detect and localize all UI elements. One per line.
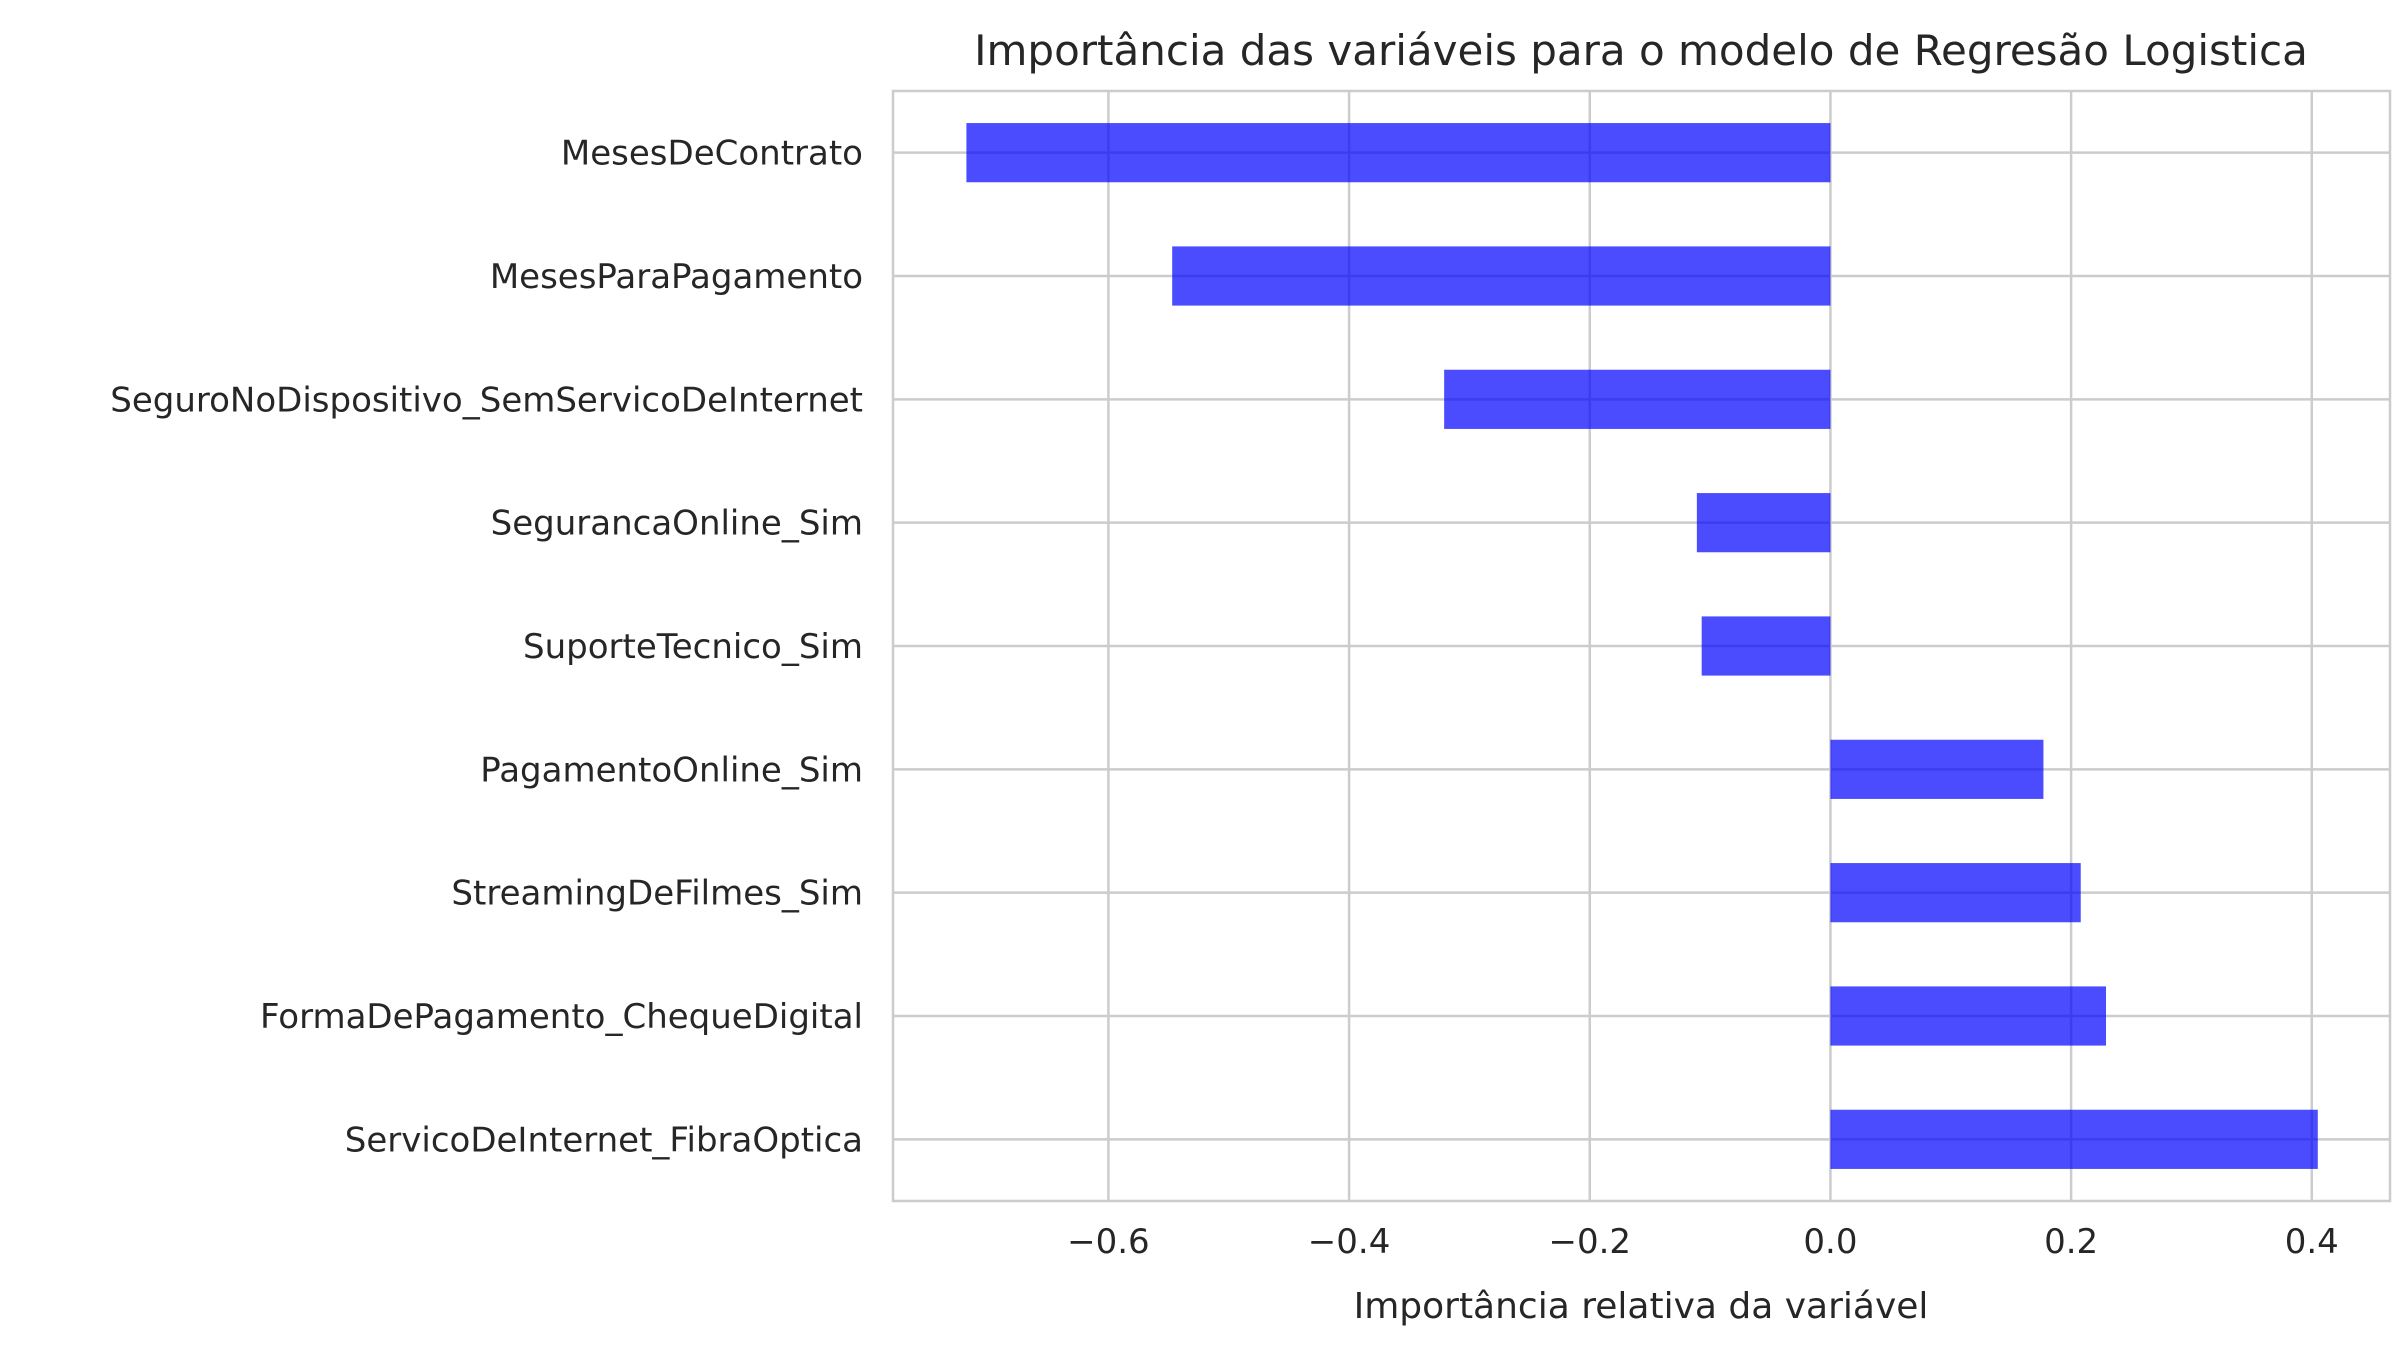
x-tick-labels: −0.6 −0.4 −0.2 0.0 0.2 0.4 [1067,1222,2339,1262]
y-tick-label: SegurancaOnline_Sim [491,504,863,544]
bar [1830,863,2081,923]
y-tick-labels: MesesDeContrato MesesParaPagamento SeguroN… [110,134,863,1161]
x-tick-label: 0.0 [1803,1222,1857,1262]
bar [1172,246,1831,306]
y-tick-label: StreamingDeFilmes_Sim [451,874,863,914]
bar [1830,986,2107,1046]
bar [1701,616,1831,676]
plot-area [891,89,2392,1203]
bar [1696,493,1831,553]
bar [1444,369,1831,429]
bar [966,123,1831,183]
x-tick-label: −0.4 [1308,1222,1391,1262]
y-tick-label: SuporteTecnico_Sim [523,627,863,667]
x-tick-label: −0.6 [1067,1222,1150,1262]
y-tick-label: MesesDeContrato [561,134,863,174]
y-tick-label: FormaDePagamento_ChequeDigital [260,997,863,1037]
chart-title: Importância das variáveis para o modelo … [974,26,2308,75]
bar [1830,1109,2318,1169]
bar [1830,739,2044,799]
y-tick-label: MesesParaPagamento [490,257,863,297]
x-tick-label: −0.2 [1548,1222,1631,1262]
y-tick-label: PagamentoOnline_Sim [480,750,863,790]
bar-layer [966,123,2318,1169]
y-tick-label: ServicoDeInternet_FibraOptica [345,1120,863,1160]
y-tick-label: SeguroNoDispositivo_SemServicoDeInternet [110,380,863,420]
x-tick-label: 0.2 [2044,1222,2098,1262]
x-tick-label: 0.4 [2285,1222,2339,1262]
x-axis-label: Importância relativa da variável [1354,1286,1929,1327]
